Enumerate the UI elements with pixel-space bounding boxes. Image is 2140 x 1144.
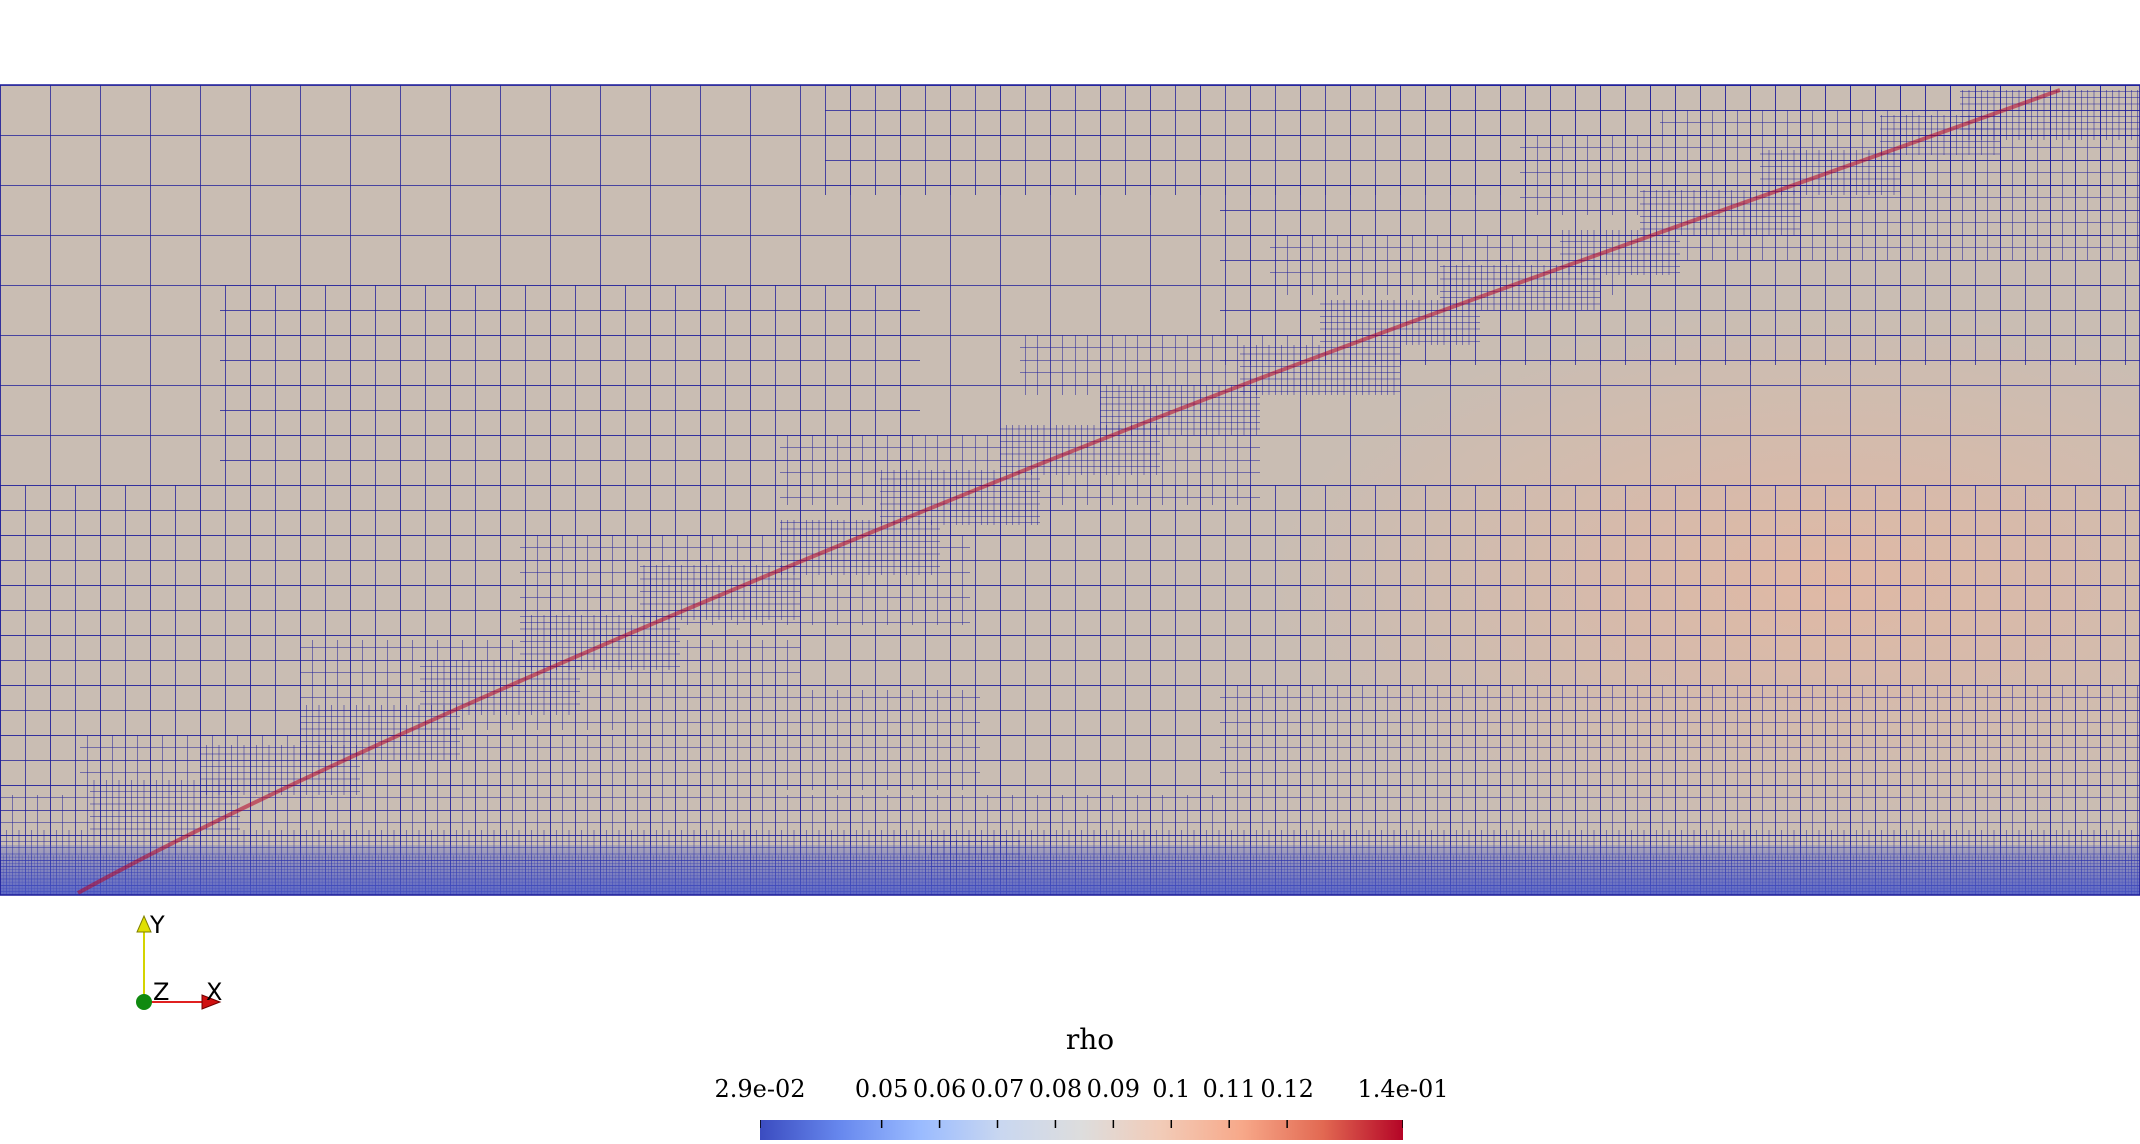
colorbar-tick-label: 0.11 [1202,1075,1256,1103]
shock-front [77,88,2061,895]
colorbar-tick-label: 0.1 [1152,1075,1191,1103]
mesh-refinement-block [780,520,940,575]
colorbar-tick-label: 0.12 [1260,1075,1314,1103]
mesh-refinement-block [630,690,980,790]
colorbar-legend: rho 2.9e-02 0.05 0.06 0.07 0.08 0.09 0.1 0.11 0.… [700,1020,1480,1144]
x-axis-arrow-icon [201,994,222,1010]
z-axis-label: Z [153,978,169,1006]
colorbar-tick-label: 1.4e-01 [1357,1075,1449,1103]
mesh-refinement-block [1240,345,1400,395]
y-axis-label: Y [149,911,165,939]
y-axis-arrow-icon [136,914,152,933]
colorbar-tick-label: 0.09 [1086,1075,1141,1103]
colorbar-tick-label: 2.9e-02 [714,1075,806,1103]
axes-orientation-triad: Y Z X [136,911,222,1010]
mesh-domain-border [0,84,2140,896]
colorbar-tick-label: 0.06 [912,1075,967,1103]
boundary-layer-region [0,845,2140,895]
colorbar-tick-label: 0.08 [1028,1075,1083,1103]
z-axis-origin-icon [136,994,152,1010]
colorbar-tick-label: 0.05 [854,1075,909,1103]
mesh-refinement-block [1220,685,2140,795]
colorbar-gradient [760,1120,1403,1140]
colorbar-tick-label: 0.07 [970,1075,1025,1103]
colorbar-title: rho [1065,1023,1115,1056]
x-axis-label: X [206,978,222,1006]
